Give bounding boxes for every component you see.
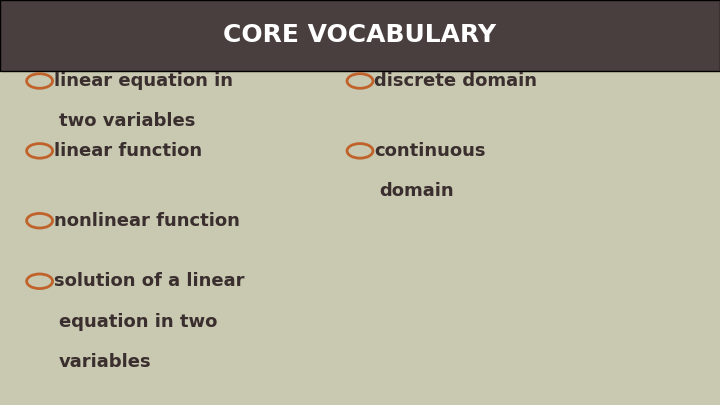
Text: solution of a linear: solution of a linear (54, 272, 245, 290)
Text: two variables: two variables (59, 113, 195, 130)
FancyBboxPatch shape (0, 0, 720, 71)
Text: variables: variables (59, 353, 152, 371)
Text: discrete domain: discrete domain (374, 72, 537, 90)
Text: linear equation in: linear equation in (54, 72, 233, 90)
Text: nonlinear function: nonlinear function (54, 212, 240, 230)
Text: linear function: linear function (54, 142, 202, 160)
Text: domain: domain (379, 182, 454, 200)
Text: CORE VOCABULARY: CORE VOCABULARY (223, 23, 497, 47)
Text: equation in two: equation in two (59, 313, 217, 331)
Text: continuous: continuous (374, 142, 486, 160)
